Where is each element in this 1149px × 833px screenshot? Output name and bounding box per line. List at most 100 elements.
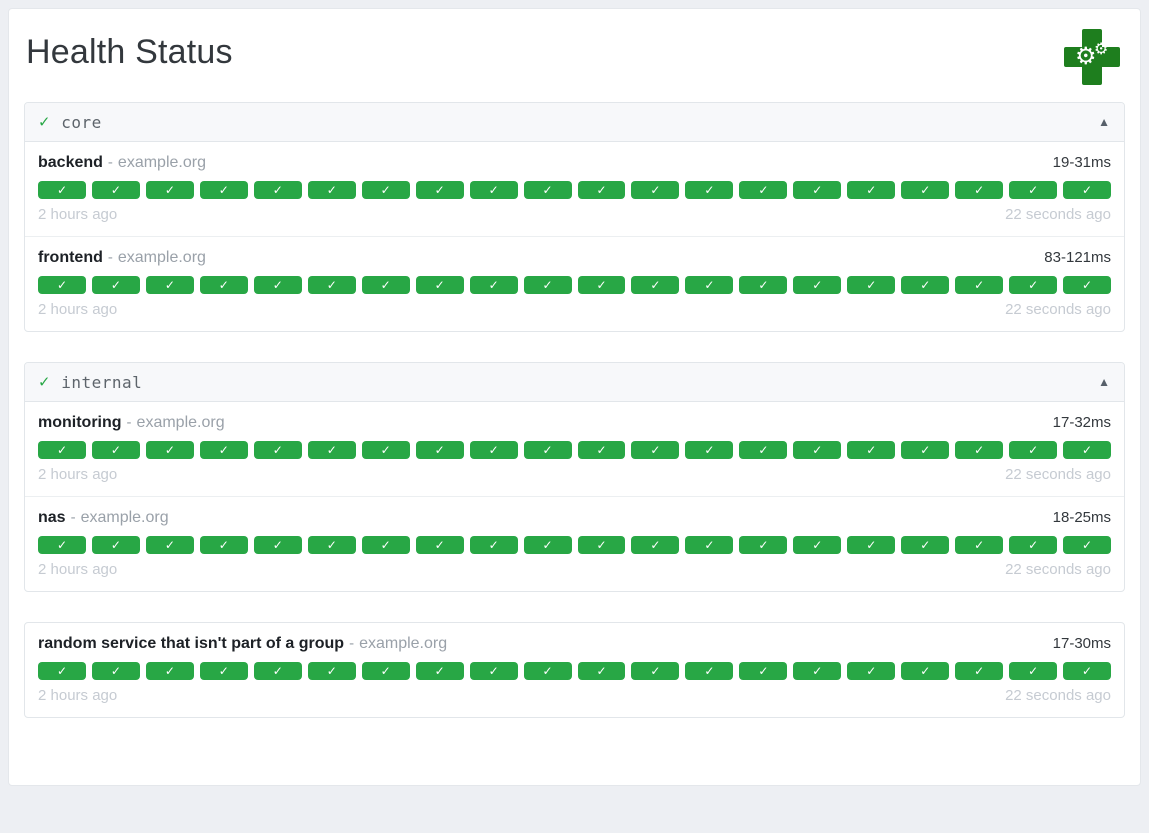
check-success-badge[interactable]: ✓ (847, 181, 896, 199)
check-success-badge[interactable]: ✓ (631, 536, 680, 554)
check-success-badge[interactable]: ✓ (91, 536, 140, 554)
check-success-badge[interactable]: ✓ (901, 181, 950, 199)
check-success-badge[interactable]: ✓ (631, 181, 680, 199)
check-success-badge[interactable]: ✓ (38, 441, 86, 459)
check-success-badge[interactable]: ✓ (253, 662, 302, 680)
check-success-badge[interactable]: ✓ (361, 662, 410, 680)
check-success-badge[interactable]: ✓ (1009, 662, 1058, 680)
check-success-badge[interactable]: ✓ (847, 441, 896, 459)
check-success-badge[interactable]: ✓ (685, 441, 734, 459)
check-success-badge[interactable]: ✓ (739, 276, 788, 294)
group-header[interactable]: ✓ core ▲ (25, 103, 1124, 142)
check-success-badge[interactable]: ✓ (253, 276, 302, 294)
check-success-badge[interactable]: ✓ (199, 441, 248, 459)
check-success-badge[interactable]: ✓ (91, 276, 140, 294)
check-success-badge[interactable]: ✓ (901, 662, 950, 680)
check-success-badge[interactable]: ✓ (631, 276, 680, 294)
check-success-badge[interactable]: ✓ (1063, 662, 1112, 680)
check-success-badge[interactable]: ✓ (199, 276, 248, 294)
check-success-badge[interactable]: ✓ (307, 536, 356, 554)
check-success-badge[interactable]: ✓ (145, 536, 194, 554)
check-success-badge[interactable]: ✓ (1063, 276, 1112, 294)
check-success-badge[interactable]: ✓ (91, 181, 140, 199)
check-success-badge[interactable]: ✓ (38, 662, 86, 680)
check-success-badge[interactable]: ✓ (469, 181, 518, 199)
check-success-badge[interactable]: ✓ (38, 536, 86, 554)
check-success-badge[interactable]: ✓ (523, 536, 572, 554)
check-success-badge[interactable]: ✓ (469, 441, 518, 459)
check-success-badge[interactable]: ✓ (685, 662, 734, 680)
check-success-badge[interactable]: ✓ (847, 536, 896, 554)
chevron-up-icon[interactable]: ▲ (1098, 375, 1110, 389)
check-success-badge[interactable]: ✓ (307, 662, 356, 680)
check-success-badge[interactable]: ✓ (955, 181, 1004, 199)
check-success-badge[interactable]: ✓ (685, 536, 734, 554)
check-success-badge[interactable]: ✓ (739, 662, 788, 680)
check-success-badge[interactable]: ✓ (685, 276, 734, 294)
check-success-badge[interactable]: ✓ (631, 441, 680, 459)
check-success-badge[interactable]: ✓ (955, 276, 1004, 294)
check-success-badge[interactable]: ✓ (1063, 441, 1112, 459)
check-success-badge[interactable]: ✓ (1063, 181, 1112, 199)
check-success-badge[interactable]: ✓ (469, 536, 518, 554)
check-success-badge[interactable]: ✓ (1009, 536, 1058, 554)
check-success-badge[interactable]: ✓ (793, 441, 842, 459)
check-success-badge[interactable]: ✓ (145, 181, 194, 199)
check-success-badge[interactable]: ✓ (253, 181, 302, 199)
check-success-badge[interactable]: ✓ (415, 276, 464, 294)
check-success-badge[interactable]: ✓ (577, 181, 626, 199)
check-success-badge[interactable]: ✓ (577, 662, 626, 680)
check-success-badge[interactable]: ✓ (361, 441, 410, 459)
check-success-badge[interactable]: ✓ (307, 181, 356, 199)
check-success-badge[interactable]: ✓ (1009, 181, 1058, 199)
check-success-badge[interactable]: ✓ (199, 536, 248, 554)
check-success-badge[interactable]: ✓ (901, 536, 950, 554)
check-success-badge[interactable]: ✓ (38, 181, 86, 199)
check-success-badge[interactable]: ✓ (361, 536, 410, 554)
check-success-badge[interactable]: ✓ (739, 536, 788, 554)
check-success-badge[interactable]: ✓ (199, 181, 248, 199)
check-success-badge[interactable]: ✓ (415, 662, 464, 680)
check-success-badge[interactable]: ✓ (91, 662, 140, 680)
check-success-badge[interactable]: ✓ (793, 536, 842, 554)
check-success-badge[interactable]: ✓ (1009, 441, 1058, 459)
check-success-badge[interactable]: ✓ (793, 662, 842, 680)
check-success-badge[interactable]: ✓ (577, 441, 626, 459)
check-success-badge[interactable]: ✓ (523, 181, 572, 199)
check-success-badge[interactable]: ✓ (793, 276, 842, 294)
check-success-badge[interactable]: ✓ (469, 276, 518, 294)
check-success-badge[interactable]: ✓ (145, 441, 194, 459)
check-success-badge[interactable]: ✓ (307, 276, 356, 294)
check-success-badge[interactable]: ✓ (523, 662, 572, 680)
check-success-badge[interactable]: ✓ (847, 662, 896, 680)
check-success-badge[interactable]: ✓ (793, 181, 842, 199)
check-success-badge[interactable]: ✓ (739, 441, 788, 459)
check-success-badge[interactable]: ✓ (361, 276, 410, 294)
check-success-badge[interactable]: ✓ (91, 441, 140, 459)
group-header[interactable]: ✓ internal ▲ (25, 363, 1124, 402)
check-success-badge[interactable]: ✓ (253, 536, 302, 554)
check-success-badge[interactable]: ✓ (1009, 276, 1058, 294)
check-success-badge[interactable]: ✓ (577, 536, 626, 554)
check-success-badge[interactable]: ✓ (955, 441, 1004, 459)
check-success-badge[interactable]: ✓ (415, 441, 464, 459)
check-success-badge[interactable]: ✓ (415, 181, 464, 199)
check-success-badge[interactable]: ✓ (631, 662, 680, 680)
check-success-badge[interactable]: ✓ (469, 662, 518, 680)
check-success-badge[interactable]: ✓ (577, 276, 626, 294)
check-success-badge[interactable]: ✓ (38, 276, 86, 294)
chevron-up-icon[interactable]: ▲ (1098, 115, 1110, 129)
check-success-badge[interactable]: ✓ (955, 536, 1004, 554)
check-success-badge[interactable]: ✓ (145, 276, 194, 294)
check-success-badge[interactable]: ✓ (253, 441, 302, 459)
check-success-badge[interactable]: ✓ (523, 441, 572, 459)
check-success-badge[interactable]: ✓ (1063, 536, 1112, 554)
check-success-badge[interactable]: ✓ (685, 181, 734, 199)
check-success-badge[interactable]: ✓ (955, 662, 1004, 680)
check-success-badge[interactable]: ✓ (901, 276, 950, 294)
check-success-badge[interactable]: ✓ (901, 441, 950, 459)
check-success-badge[interactable]: ✓ (523, 276, 572, 294)
check-success-badge[interactable]: ✓ (145, 662, 194, 680)
check-success-badge[interactable]: ✓ (199, 662, 248, 680)
check-success-badge[interactable]: ✓ (307, 441, 356, 459)
